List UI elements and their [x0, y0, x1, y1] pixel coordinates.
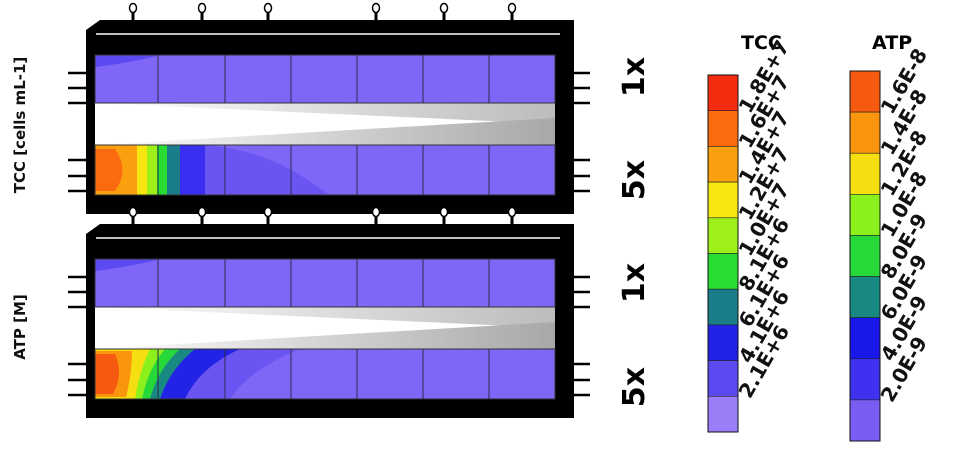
tcc-contour-wisp	[95, 55, 160, 67]
atp-row-label-1x: 1x	[617, 262, 652, 304]
tcc-contour-band	[205, 145, 330, 195]
tcc-legend-color-step	[707, 181, 739, 219]
atp-panel-ylabel: ATP [M]	[11, 294, 29, 360]
tcc-legend-title: TCC	[741, 32, 782, 54]
tcc-contour-band	[95, 149, 123, 191]
tcc-bolt	[439, 2, 449, 14]
tcc-legend-color-step	[707, 110, 739, 147]
tcc-bolt	[197, 2, 207, 14]
tcc-reactor-panel	[68, 2, 590, 214]
tcc-legend-color-step	[707, 253, 739, 290]
tcc-legend-color-step	[707, 146, 739, 183]
tcc-frame-top	[86, 20, 574, 38]
atp-gradient-upper	[95, 307, 555, 328]
tcc-row-label-1x: 1x	[617, 56, 652, 98]
atp-bolt	[128, 206, 138, 218]
atp-channel-1x	[95, 259, 555, 307]
tcc-bolt	[507, 2, 517, 14]
tcc-legend-color-step	[707, 395, 739, 433]
tcc-bolt	[371, 2, 381, 14]
atp-bolt	[371, 206, 381, 218]
atp-legend-color-step	[849, 194, 881, 236]
tcc-panel-ylabel: TCC [cells mL-1]	[11, 56, 29, 194]
atp-gradient-lower	[95, 322, 555, 349]
atp-legend-color-step	[849, 399, 881, 442]
atp-frame-top	[86, 224, 574, 242]
atp-legend-color-step	[849, 358, 881, 401]
tcc-row-label-5x: 5x	[617, 159, 652, 201]
tcc-gradient-lower	[95, 118, 555, 145]
tcc-legend-color-step	[707, 217, 739, 254]
tcc-gradient-upper	[95, 103, 555, 124]
tcc-bolt	[263, 2, 273, 14]
atp-channel-outline	[94, 348, 556, 400]
tcc-channel-outline	[94, 54, 556, 104]
atp-bolt	[197, 206, 207, 218]
atp-bolt	[507, 206, 517, 218]
tcc-bolt	[128, 2, 138, 14]
atp-legend-color-step	[849, 317, 881, 360]
tcc-channel-1x	[95, 55, 555, 103]
atp-bolt	[439, 206, 449, 218]
tcc-legend-colorbar-outline	[707, 74, 739, 433]
tcc-channel-outline	[94, 144, 556, 196]
atp-row-label-5x: 5x	[617, 366, 652, 408]
atp-legend-color-step	[849, 235, 881, 277]
tcc-legend-color-step	[707, 288, 739, 326]
atp-legend-title: ATP	[872, 32, 913, 54]
atp-reactor-panel	[68, 206, 590, 418]
tcc-legend-color-step	[707, 360, 739, 397]
atp-channel-outline	[94, 258, 556, 308]
atp-legend-colorbar-outline	[849, 70, 881, 442]
tcc-legend-color-step	[707, 324, 739, 361]
atp-contour-wisp	[95, 259, 160, 271]
atp-bolt	[263, 206, 273, 218]
atp-contour-band	[95, 354, 120, 394]
